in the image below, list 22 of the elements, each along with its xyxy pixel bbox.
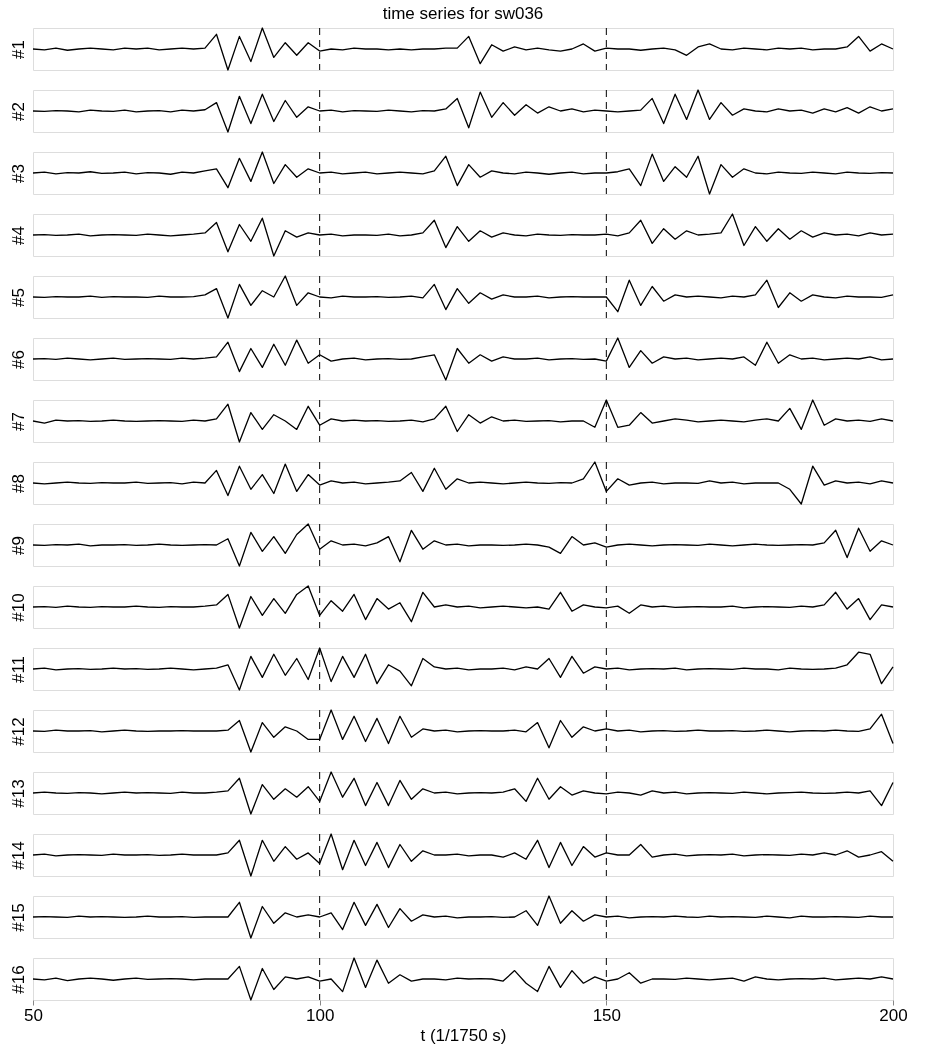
y-axis-title: #6	[8, 350, 28, 369]
y-axis-title: #3	[8, 164, 28, 183]
y-axis-title: #4	[8, 226, 28, 245]
chart-title: time series for sw036	[382, 4, 544, 24]
y-axis-title: #1	[8, 40, 28, 59]
x-axis-title: t (1/1750 s)	[420, 1025, 507, 1045]
y-axis-title: #13	[8, 779, 28, 808]
y-axis-title: #16	[8, 965, 28, 994]
y-axis-title: #12	[8, 717, 28, 746]
x-tick-label: 50	[24, 1005, 43, 1025]
x-tick-label: 100	[305, 1005, 335, 1025]
y-axis-title: #2	[8, 102, 28, 121]
y-axis-title: #5	[8, 288, 28, 307]
y-axis-title: #14	[8, 841, 28, 870]
y-axis-title: #10	[8, 593, 28, 622]
y-axis-title: #9	[8, 536, 28, 555]
x-tick-label: 200	[879, 1005, 908, 1025]
x-tick-label: 150	[592, 1005, 622, 1025]
y-axis-title: #8	[8, 474, 28, 493]
y-axis-title: #7	[8, 412, 28, 431]
y-axis-title: #11	[8, 655, 28, 684]
y-axis-title: #15	[8, 903, 28, 932]
